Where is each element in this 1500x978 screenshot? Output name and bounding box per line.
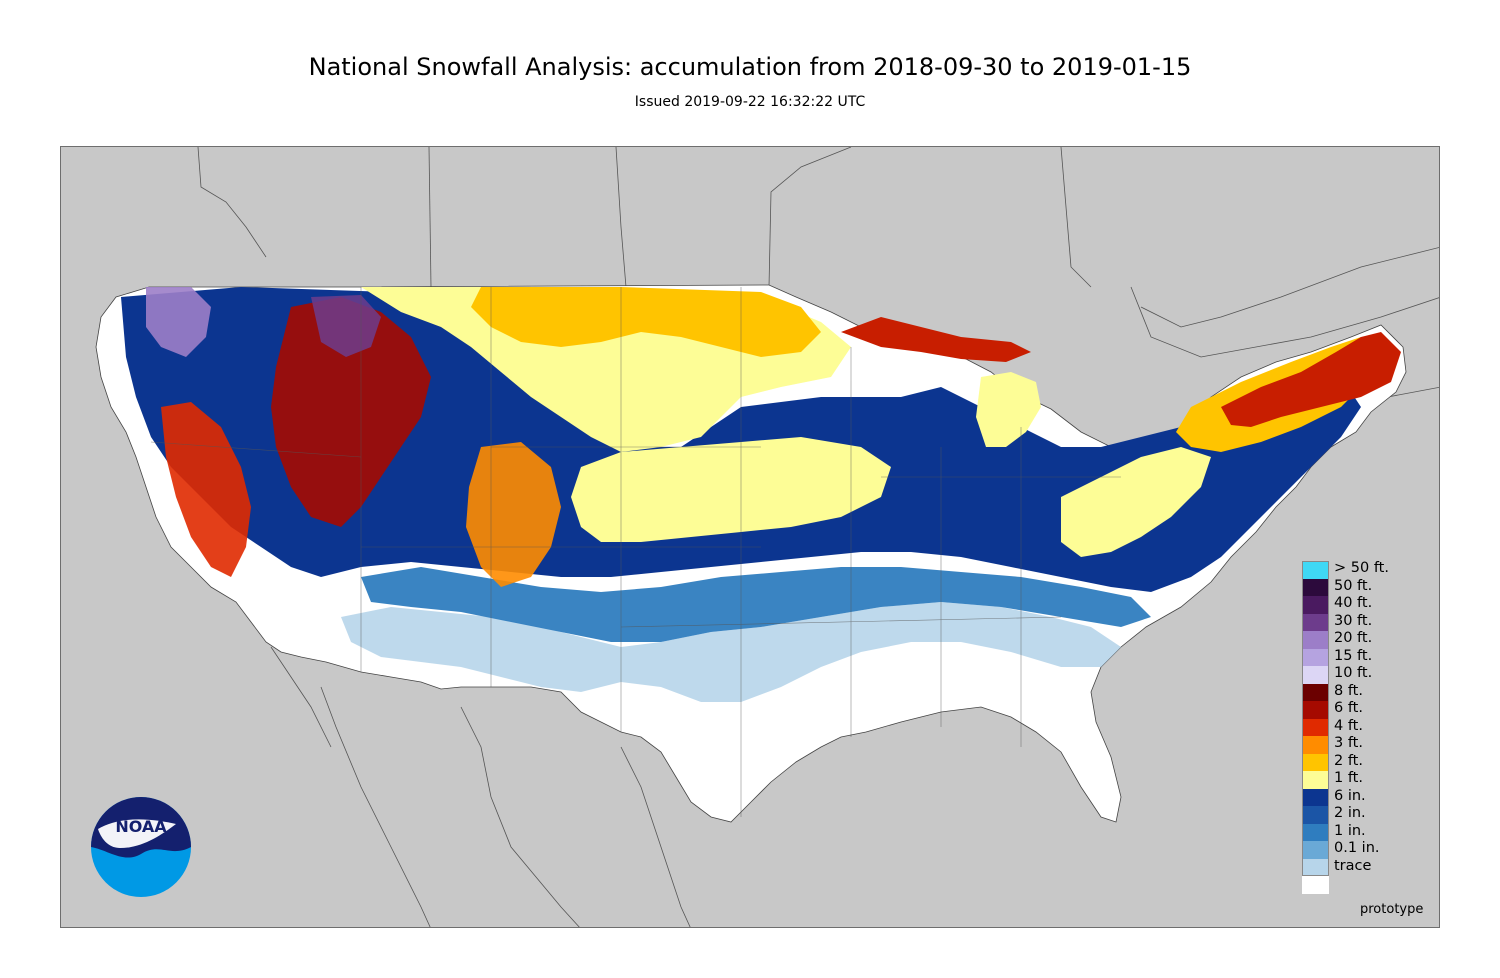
legend-swatch — [1302, 876, 1329, 894]
legend-swatch — [1302, 841, 1329, 859]
legend-label: 6 ft. — [1334, 700, 1363, 716]
legend-label: 2 ft. — [1334, 752, 1363, 769]
legend-swatch — [1302, 578, 1329, 596]
legend-swatch — [1302, 683, 1329, 701]
map-canvas — [95, 147, 1439, 927]
heavy-snow-zone-ne — [1221, 332, 1401, 427]
northern-rockies-heavy — [311, 295, 381, 357]
western-mountains-heavy — [271, 297, 431, 527]
legend-swatch — [1302, 858, 1329, 876]
legend-label: 50 ft. — [1334, 577, 1373, 594]
legend-swatch — [1302, 701, 1329, 719]
legend-swatch — [1302, 596, 1329, 614]
legend-swatch — [1302, 631, 1329, 649]
legend-label: 15 ft. — [1334, 647, 1373, 664]
legend-swatch — [1302, 613, 1329, 631]
legend-label: > 50 ft. — [1334, 560, 1389, 576]
issued-timestamp: Issued 2019-09-22 16:32:22 UTC — [634, 94, 866, 110]
legend-label: 1 ft. — [1334, 770, 1363, 786]
legend-label: trace — [1334, 857, 1372, 874]
light-snow-zone — [361, 567, 1151, 642]
rockies-heavy — [466, 442, 561, 587]
legend-label: 0.1 in. — [1334, 840, 1380, 856]
legend-swatch — [1302, 648, 1329, 666]
legend-swatch — [1302, 666, 1329, 684]
sierra-heavy — [161, 402, 251, 577]
heavy-snow-zone-up — [841, 317, 1031, 362]
legend-label: 3 ft. — [1334, 735, 1363, 751]
legend-label: 10 ft. — [1334, 665, 1373, 681]
legend-label: 40 ft. — [1334, 595, 1373, 611]
legend-swatch — [1302, 806, 1329, 824]
legend-swatch — [1302, 771, 1329, 789]
two-three-foot-zone — [471, 287, 821, 357]
state-boundaries — [150, 287, 1121, 817]
one-foot-zone-michigan — [976, 372, 1041, 447]
map-title: National Snowfall Analysis: accumulation… — [308, 53, 1192, 81]
legend-label: 6 in. — [1334, 787, 1366, 804]
cascades-heavy — [146, 287, 211, 357]
legend-label: 4 ft. — [1334, 717, 1363, 734]
legend-swatch — [1302, 753, 1329, 771]
legend-swatch — [1302, 736, 1329, 754]
legend-swatch — [1302, 788, 1329, 806]
legend-label: 20 ft. — [1334, 630, 1373, 646]
prototype-label: prototype — [1360, 902, 1424, 917]
legend-label: 30 ft. — [1334, 612, 1373, 629]
snowfall-map — [60, 146, 1440, 928]
legend-swatch — [1302, 718, 1329, 736]
legend-label: 8 ft. — [1334, 682, 1363, 699]
one-foot-zone-central — [571, 437, 891, 542]
noaa-logo: NOAA — [91, 797, 191, 897]
legend-swatch — [1302, 561, 1329, 579]
legend-label: 2 in. — [1334, 805, 1366, 821]
noaa-logo-text: NOAA — [115, 817, 167, 836]
legend-swatch — [1302, 823, 1329, 841]
legend-label: 1 in. — [1334, 822, 1366, 839]
one-foot-zone-east — [1061, 447, 1211, 557]
